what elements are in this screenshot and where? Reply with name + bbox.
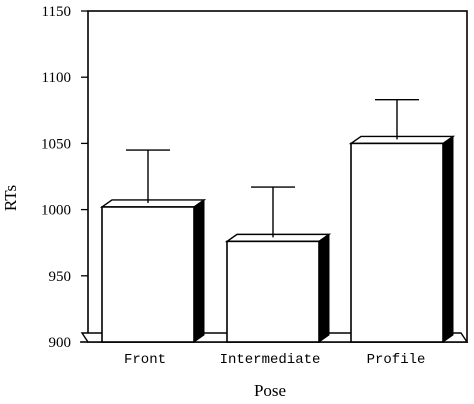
bar-front [101, 206, 195, 343]
x-axis-label: Pose [254, 381, 286, 400]
bar-side-intermediate [318, 233, 330, 343]
x-axis-tick-labels: Front Intermediate Profile [124, 352, 425, 368]
y-tick-label-1150: 1150 [42, 4, 71, 20]
x-tick-label-profile: Profile [367, 352, 426, 368]
y-tick-label-1100: 1100 [42, 70, 71, 86]
y-tick-label-1050: 1050 [41, 136, 71, 152]
bar-top-front [99, 199, 207, 208]
y-tick-label-1000: 1000 [41, 203, 71, 219]
bar-side-front [193, 198, 205, 343]
bar-side-profile [442, 135, 454, 343]
bar-intermediate [226, 240, 320, 343]
bar-top-intermediate [224, 233, 332, 243]
bar-profile [350, 142, 444, 343]
x-tick-label-front: Front [124, 352, 166, 368]
y-axis-ticks: 900 950 1000 1050 1100 1150 [41, 4, 88, 351]
bar-top-profile [348, 135, 456, 145]
bars [99, 135, 456, 343]
y-tick-label-950: 950 [49, 269, 72, 285]
y-tick-label-900: 900 [49, 335, 72, 351]
y-axis-label: RTs [1, 185, 20, 211]
error-bars [126, 99, 419, 238]
x-tick-label-intermediate: Intermediate [220, 352, 321, 368]
